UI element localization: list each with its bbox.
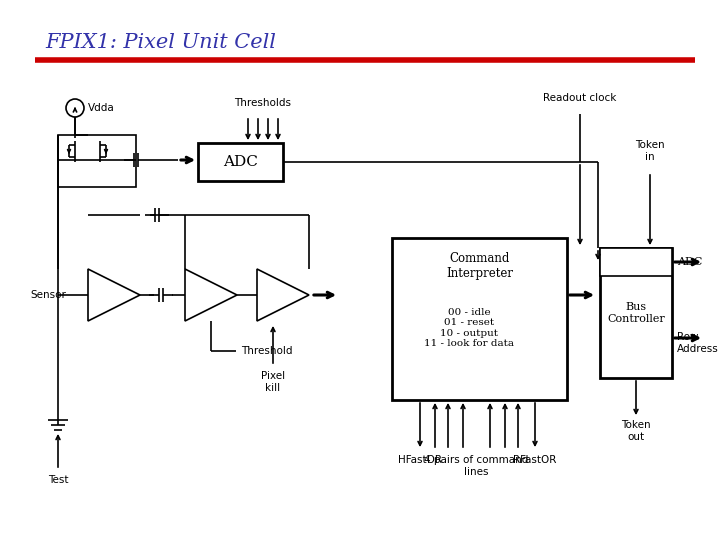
Text: ADC: ADC (223, 155, 258, 169)
Bar (198, 143, 283, 181)
Text: 00 - idle
01 - reset
10 - output
11 - look for data: 00 - idle 01 - reset 10 - output 11 - lo… (425, 308, 515, 348)
Text: Token
out: Token out (621, 420, 651, 442)
Text: ADC: ADC (677, 257, 703, 267)
Text: Thresholds: Thresholds (235, 98, 292, 108)
Bar (600, 248, 672, 276)
Text: Sensor: Sensor (30, 290, 66, 300)
Text: HFastOR: HFastOR (398, 455, 442, 465)
Text: Test: Test (48, 475, 68, 485)
Text: 4 pairs of command
lines: 4 pairs of command lines (424, 455, 528, 477)
Text: Bus
Controller: Bus Controller (607, 302, 665, 324)
Bar (392, 238, 567, 400)
Text: Row
Address: Row Address (677, 332, 719, 354)
Bar (58, 135, 136, 187)
Text: Pixel
kill: Pixel kill (261, 371, 285, 393)
Text: Token
in: Token in (635, 140, 665, 161)
Text: FPIX1: Pixel Unit Cell: FPIX1: Pixel Unit Cell (45, 32, 276, 51)
Text: Threshold: Threshold (241, 346, 292, 356)
Text: RFastOR: RFastOR (513, 455, 557, 465)
Text: Readout clock: Readout clock (544, 93, 617, 103)
Bar (600, 248, 672, 378)
Text: Command
Interpreter: Command Interpreter (446, 252, 513, 280)
Text: Vdda: Vdda (88, 103, 114, 113)
